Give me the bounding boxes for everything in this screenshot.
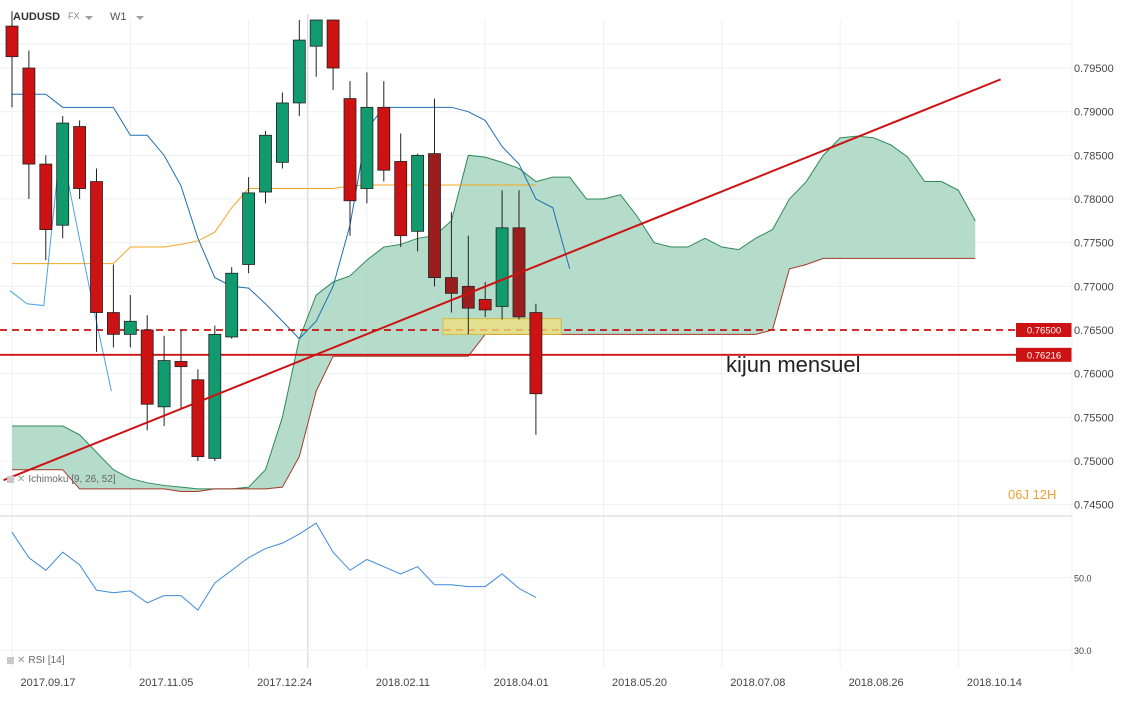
ichimoku-legend[interactable]: ✕ Ichimoku [9, 26, 52]: [7, 474, 116, 485]
candle-body[interactable]: [157, 360, 171, 408]
timeframe-label[interactable]: W1: [110, 11, 127, 23]
ichimoku-name: Ichimoku: [28, 474, 69, 485]
candle-body[interactable]: [22, 67, 36, 165]
level-tag: [1016, 347, 1072, 362]
annotation-text[interactable]: kijun mensuel: [726, 352, 861, 377]
candle-body[interactable]: [191, 379, 205, 458]
candle-body[interactable]: [275, 102, 289, 163]
candle-body[interactable]: [225, 272, 239, 338]
trendline[interactable]: [3, 78, 1002, 482]
candle-body[interactable]: [208, 333, 222, 459]
chevron-down-icon[interactable]: [85, 16, 93, 20]
rsi-name: RSI: [28, 655, 46, 666]
candle-body[interactable]: [259, 134, 272, 193]
date-tick-label: 2018.10.14: [967, 677, 1022, 689]
price-tick-label: 0.77500: [1074, 238, 1114, 250]
candle-body[interactable]: [56, 122, 70, 226]
date-tick-label: 2018.05.20: [612, 677, 667, 689]
settings-icon[interactable]: [7, 656, 14, 664]
price-tick-label: 0.79000: [1074, 107, 1114, 119]
date-tick-label: 2018.04.01: [494, 677, 549, 689]
candle-body[interactable]: [343, 98, 357, 202]
date-tick-label: 2017.09.17: [20, 677, 75, 689]
rsi-tick-label: 30.0: [1074, 646, 1092, 656]
candle-body[interactable]: [360, 106, 374, 189]
level-tag-label: 0.76216: [1027, 350, 1061, 361]
candle-body[interactable]: [461, 285, 475, 309]
candle-body[interactable]: [5, 25, 19, 58]
candle-body[interactable]: [411, 154, 425, 232]
candle-body[interactable]: [495, 227, 509, 307]
candle-body[interactable]: [394, 161, 408, 237]
candle-body[interactable]: [123, 320, 137, 335]
candle-body[interactable]: [478, 299, 492, 311]
candle-body[interactable]: [174, 361, 188, 368]
candle-body[interactable]: [107, 312, 120, 335]
symbol-label[interactable]: AUDUSD: [13, 11, 61, 23]
date-tick-label: 2018.02.11: [376, 677, 430, 689]
level-tag: [1016, 323, 1072, 337]
price-tick-label: 0.77000: [1074, 281, 1114, 293]
close-icon[interactable]: ✕: [17, 655, 26, 666]
support-zone[interactable]: [442, 318, 562, 335]
rsi-params: [14]: [47, 655, 65, 666]
candle-body[interactable]: [529, 312, 543, 395]
price-tick-label: 0.79500: [1074, 63, 1114, 75]
candle-body[interactable]: [140, 329, 154, 405]
candle-body[interactable]: [428, 153, 441, 279]
date-tick-label: 2017.11.05: [139, 677, 193, 689]
cloud-fill: [12, 136, 976, 492]
candles[interactable]: [5, 11, 543, 461]
candle-body[interactable]: [377, 106, 391, 171]
market-label: FX: [68, 11, 80, 21]
date-tick-label: 2018.07.08: [730, 677, 785, 689]
candle-body[interactable]: [90, 181, 103, 313]
rsi-legend[interactable]: ✕ RSI [14]: [7, 655, 65, 666]
price-tick-label: 0.78000: [1074, 194, 1114, 206]
candle-body[interactable]: [73, 126, 86, 189]
price-tick-label: 0.75500: [1074, 412, 1114, 424]
candle-body[interactable]: [326, 19, 340, 69]
date-tick-label: 2018.08.26: [849, 677, 904, 689]
candle-body[interactable]: [39, 163, 53, 230]
price-tick-label: 0.75000: [1074, 456, 1114, 468]
price-tick-label: 0.74500: [1074, 500, 1114, 512]
ichimoku-params: [9, 26, 52]: [71, 474, 116, 485]
trendline-group[interactable]: [3, 78, 1002, 482]
candle-body[interactable]: [292, 39, 306, 104]
close-icon[interactable]: ✕: [17, 474, 26, 485]
axes: 0.74500 0.75000 0.75500 0.76000 0.76500 0.770…: [0, 0, 1114, 689]
date-tick-label: 2017.12.24: [257, 677, 312, 689]
settings-icon[interactable]: [7, 475, 14, 483]
senkou-span-a: [12, 135, 976, 490]
candle-body[interactable]: [309, 19, 323, 47]
rsi-line: [11, 522, 537, 611]
price-tick-label: 0.76000: [1074, 369, 1114, 381]
rsi-panel: 50.0 30.0: [0, 522, 1092, 656]
chevron-down-icon[interactable]: [136, 16, 144, 20]
level-tag-label: 0.76500: [1027, 326, 1061, 337]
rsi-tick-label: 50.0: [1074, 574, 1092, 584]
price-tick-label: 0.78500: [1074, 150, 1114, 162]
candle-body[interactable]: [444, 277, 458, 294]
horizontal-levels: 0.76500 0.76216: [0, 318, 1072, 362]
ichimoku-cloud: [12, 135, 976, 493]
price-tick-label: 0.76500: [1074, 325, 1114, 337]
bar-countdown: 06J 12H: [1008, 487, 1057, 502]
candle-body[interactable]: [242, 192, 256, 265]
